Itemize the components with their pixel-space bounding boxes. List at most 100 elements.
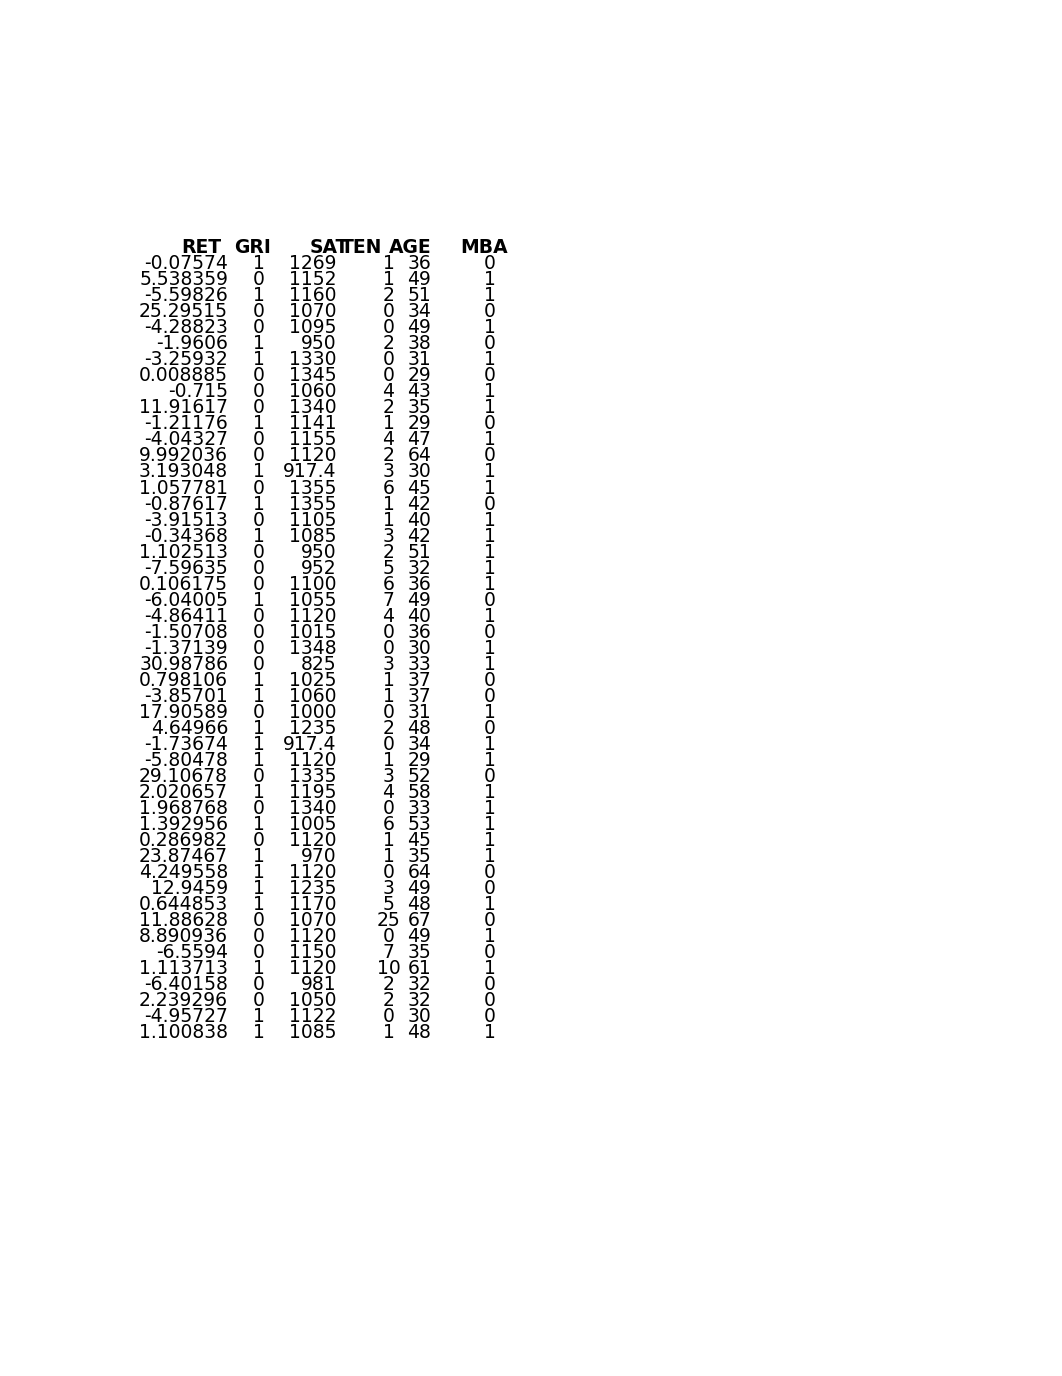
Text: 1355: 1355 [289,479,337,498]
Text: 0: 0 [253,703,266,722]
Text: 49: 49 [408,590,431,610]
Text: 0: 0 [253,607,266,626]
Text: 2: 2 [382,718,394,738]
Text: 1050: 1050 [289,991,337,1010]
Text: 1: 1 [253,462,266,482]
Text: -6.5594: -6.5594 [156,943,228,962]
Text: 0: 0 [253,399,266,417]
Text: 1: 1 [483,703,496,722]
Text: 30: 30 [408,462,431,482]
Text: 9.992036: 9.992036 [139,446,228,465]
Text: 6: 6 [382,575,394,593]
Text: 29: 29 [408,414,431,433]
Text: 1: 1 [483,894,496,914]
Text: 40: 40 [408,510,431,530]
Text: 1: 1 [483,527,496,545]
Text: -4.86411: -4.86411 [144,607,228,626]
Text: 0.798106: 0.798106 [139,670,228,689]
Text: -1.50708: -1.50708 [144,623,228,641]
Text: 1: 1 [382,831,394,850]
Text: 6: 6 [382,815,394,834]
Text: 49: 49 [408,879,431,899]
Text: 1: 1 [253,879,266,899]
Text: 1: 1 [382,751,394,769]
Text: 1.057781: 1.057781 [139,479,228,498]
Text: 2.020657: 2.020657 [139,783,228,802]
Text: 1: 1 [253,718,266,738]
Text: 0: 0 [253,623,266,641]
Text: 1: 1 [483,542,496,561]
Text: 3: 3 [382,462,394,482]
Text: 1: 1 [483,383,496,402]
Text: 1: 1 [253,494,266,513]
Text: 1000: 1000 [289,703,337,722]
Text: 48: 48 [408,894,431,914]
Text: 30.98786: 30.98786 [139,655,228,674]
Text: 1330: 1330 [289,351,337,369]
Text: -0.07574: -0.07574 [144,255,228,274]
Text: 36: 36 [408,575,431,593]
Text: 1: 1 [483,751,496,769]
Text: 1152: 1152 [289,270,337,289]
Text: 1: 1 [253,334,266,354]
Text: 0: 0 [483,718,496,738]
Text: 1: 1 [483,351,496,369]
Text: 0: 0 [253,927,266,945]
Text: 970: 970 [301,846,337,866]
Text: 12.9459: 12.9459 [151,879,228,899]
Text: 1: 1 [483,431,496,450]
Text: 1340: 1340 [289,799,337,817]
Text: -1.9606: -1.9606 [156,334,228,354]
Text: 1120: 1120 [289,863,337,882]
Text: TEN: TEN [341,238,382,257]
Text: 11.88628: 11.88628 [139,911,228,930]
Text: 0: 0 [483,334,496,354]
Text: 1.100838: 1.100838 [139,1022,228,1042]
Text: 0: 0 [253,431,266,450]
Text: 2: 2 [382,446,394,465]
Text: 1055: 1055 [289,590,337,610]
Text: 1120: 1120 [289,607,337,626]
Text: 0: 0 [483,494,496,513]
Text: 0.106175: 0.106175 [139,575,228,593]
Text: 1: 1 [253,286,266,305]
Text: 1170: 1170 [289,894,337,914]
Text: 32: 32 [408,559,431,578]
Text: 5: 5 [382,894,394,914]
Text: 2: 2 [382,542,394,561]
Text: 34: 34 [408,735,431,754]
Text: 1: 1 [382,846,394,866]
Text: 1141: 1141 [289,414,337,433]
Text: MBA: MBA [460,238,508,257]
Text: 48: 48 [408,1022,431,1042]
Text: 2: 2 [382,286,394,305]
Text: 0: 0 [483,687,496,706]
Text: 0: 0 [382,366,394,385]
Text: 950: 950 [301,334,337,354]
Text: -0.87617: -0.87617 [144,494,228,513]
Text: 11.91617: 11.91617 [139,399,228,417]
Text: 1: 1 [483,318,496,337]
Text: 1095: 1095 [289,318,337,337]
Text: 1060: 1060 [289,687,337,706]
Text: 0: 0 [253,575,266,593]
Text: -3.91513: -3.91513 [144,510,228,530]
Text: 0: 0 [483,255,496,274]
Text: -1.73674: -1.73674 [144,735,228,754]
Text: 1: 1 [483,607,496,626]
Text: 34: 34 [408,303,431,322]
Text: 32: 32 [408,991,431,1010]
Text: 8.890936: 8.890936 [139,927,228,945]
Text: 0: 0 [382,638,394,658]
Text: -5.59826: -5.59826 [144,286,228,305]
Text: 4.64966: 4.64966 [151,718,228,738]
Text: 0: 0 [382,703,394,722]
Text: SAT: SAT [309,238,348,257]
Text: 49: 49 [408,318,431,337]
Text: 1: 1 [253,815,266,834]
Text: 1: 1 [483,959,496,978]
Text: 1.102513: 1.102513 [139,542,228,561]
Text: -6.04005: -6.04005 [144,590,228,610]
Text: 58: 58 [408,783,431,802]
Text: 1: 1 [483,1022,496,1042]
